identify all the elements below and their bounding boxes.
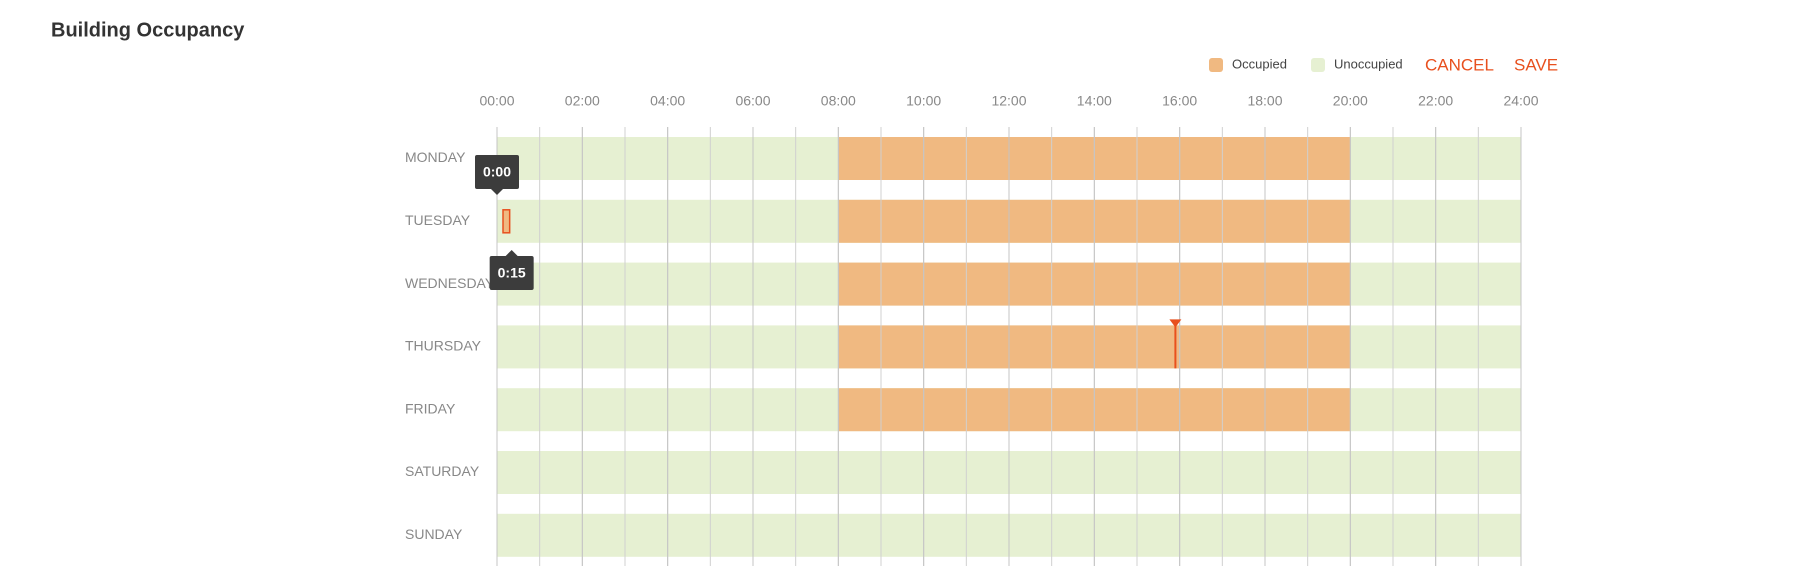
day-label: THURSDAY bbox=[405, 338, 482, 354]
tooltip-text: 0:00 bbox=[483, 164, 511, 180]
time-label: 12:00 bbox=[991, 93, 1026, 109]
time-label: 04:00 bbox=[650, 93, 685, 109]
time-label: 00:00 bbox=[479, 93, 514, 109]
cancel-button[interactable]: CANCEL bbox=[1425, 55, 1494, 74]
time-label: 24:00 bbox=[1503, 93, 1538, 109]
time-label: 20:00 bbox=[1333, 93, 1368, 109]
tooltip-box bbox=[475, 155, 519, 189]
legend-swatch bbox=[1209, 58, 1223, 72]
day-label: TUESDAY bbox=[405, 212, 471, 228]
legend-label: Occupied bbox=[1232, 56, 1287, 71]
day-label: WEDNESDAY bbox=[405, 275, 495, 291]
legend-swatch bbox=[1311, 58, 1325, 72]
tooltip-arrow bbox=[491, 189, 503, 195]
time-label: 08:00 bbox=[821, 93, 856, 109]
time-label: 10:00 bbox=[906, 93, 941, 109]
time-label: 02:00 bbox=[565, 93, 600, 109]
tooltip: 0:15 bbox=[489, 250, 534, 290]
save-button[interactable]: SAVE bbox=[1514, 55, 1558, 74]
day-label: MONDAY bbox=[405, 149, 466, 165]
time-label: 06:00 bbox=[735, 93, 770, 109]
page-title: Building Occupancy bbox=[51, 19, 245, 41]
tooltip-box bbox=[489, 256, 534, 290]
tooltip-arrow bbox=[505, 250, 518, 256]
time-label: 16:00 bbox=[1162, 93, 1197, 109]
legend-label: Unoccupied bbox=[1334, 56, 1403, 71]
day-label: SUNDAY bbox=[405, 526, 463, 542]
selection-block bbox=[502, 209, 511, 234]
day-label: FRIDAY bbox=[405, 400, 456, 416]
time-label: 14:00 bbox=[1077, 93, 1112, 109]
day-label: SATURDAY bbox=[405, 463, 480, 479]
time-cursor-head bbox=[1169, 319, 1182, 328]
time-label: 18:00 bbox=[1247, 93, 1282, 109]
tooltip: 0:00 bbox=[475, 155, 519, 195]
tooltip-text: 0:15 bbox=[498, 265, 526, 281]
time-label: 22:00 bbox=[1418, 93, 1453, 109]
